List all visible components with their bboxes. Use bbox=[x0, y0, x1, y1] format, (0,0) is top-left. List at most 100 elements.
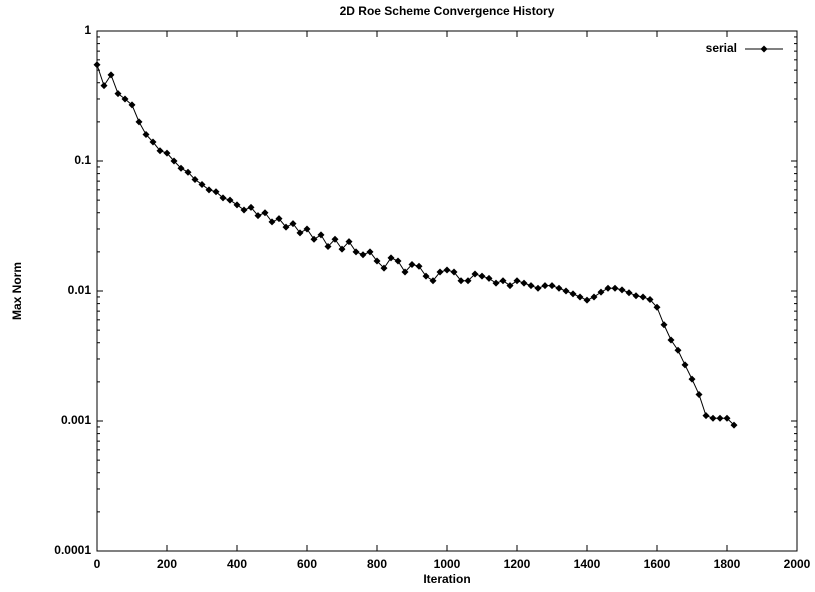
marker bbox=[695, 390, 703, 398]
marker bbox=[212, 188, 220, 196]
y-tick-label: 0.001 bbox=[61, 413, 91, 427]
marker bbox=[282, 223, 290, 231]
marker bbox=[338, 245, 346, 253]
marker bbox=[618, 286, 626, 294]
marker bbox=[639, 293, 647, 301]
marker bbox=[436, 268, 444, 276]
marker bbox=[541, 282, 549, 290]
marker bbox=[730, 421, 738, 429]
marker bbox=[548, 282, 556, 290]
marker bbox=[611, 284, 619, 292]
marker bbox=[674, 346, 682, 354]
marker bbox=[576, 293, 584, 301]
marker bbox=[583, 296, 591, 304]
marker bbox=[429, 277, 437, 285]
x-tick-label: 400 bbox=[227, 557, 247, 571]
x-tick-label: 600 bbox=[297, 557, 317, 571]
y-tick-label: 0.1 bbox=[74, 153, 91, 167]
marker bbox=[590, 293, 598, 301]
marker bbox=[520, 279, 528, 287]
marker bbox=[289, 220, 297, 228]
marker bbox=[464, 277, 472, 285]
x-tick-label: 2000 bbox=[784, 557, 811, 571]
marker bbox=[268, 218, 276, 226]
marker bbox=[506, 282, 514, 290]
marker bbox=[93, 61, 101, 69]
series-line bbox=[96, 64, 735, 426]
marker bbox=[478, 272, 486, 280]
marker bbox=[331, 235, 339, 243]
marker bbox=[632, 292, 640, 300]
x-tick-label: 1200 bbox=[504, 557, 531, 571]
marker bbox=[380, 264, 388, 272]
marker bbox=[569, 290, 577, 298]
marker bbox=[296, 229, 304, 237]
marker bbox=[555, 284, 563, 292]
y-axis-label: Max Norm bbox=[10, 262, 24, 320]
x-tick-label: 800 bbox=[367, 557, 387, 571]
marker bbox=[198, 180, 206, 188]
marker bbox=[471, 270, 479, 278]
marker bbox=[394, 257, 402, 265]
marker bbox=[660, 321, 668, 329]
legend-label: serial bbox=[706, 41, 737, 55]
marker bbox=[408, 260, 416, 268]
marker bbox=[240, 206, 248, 214]
legend-marker bbox=[760, 45, 768, 53]
marker bbox=[261, 209, 269, 217]
marker bbox=[492, 279, 500, 287]
x-tick-label: 0 bbox=[94, 557, 101, 571]
marker bbox=[184, 168, 192, 176]
marker bbox=[324, 242, 332, 250]
marker bbox=[534, 284, 542, 292]
marker bbox=[345, 238, 353, 246]
marker bbox=[422, 272, 430, 280]
marker bbox=[667, 336, 675, 344]
marker bbox=[163, 149, 171, 157]
marker bbox=[205, 186, 213, 194]
marker bbox=[310, 235, 318, 243]
marker bbox=[373, 257, 381, 265]
x-tick-label: 1800 bbox=[714, 557, 741, 571]
marker bbox=[450, 268, 458, 276]
marker bbox=[499, 277, 507, 285]
marker bbox=[254, 212, 262, 220]
marker bbox=[219, 194, 227, 202]
marker bbox=[135, 118, 143, 126]
marker bbox=[317, 231, 325, 239]
marker bbox=[457, 277, 465, 285]
marker bbox=[485, 274, 493, 282]
marker bbox=[226, 196, 234, 204]
marker bbox=[177, 164, 185, 172]
marker bbox=[646, 296, 654, 304]
marker bbox=[723, 414, 731, 422]
marker bbox=[387, 254, 395, 262]
marker bbox=[653, 303, 661, 311]
marker bbox=[527, 282, 535, 290]
marker bbox=[702, 412, 710, 420]
marker bbox=[107, 71, 115, 79]
marker bbox=[142, 130, 150, 138]
marker bbox=[597, 288, 605, 296]
marker bbox=[100, 82, 108, 90]
marker bbox=[716, 414, 724, 422]
y-tick-label: 0.0001 bbox=[54, 543, 91, 557]
marker bbox=[303, 225, 311, 233]
marker bbox=[401, 268, 409, 276]
marker bbox=[604, 284, 612, 292]
marker bbox=[233, 201, 241, 209]
x-axis-label: Iteration bbox=[423, 572, 470, 586]
marker bbox=[513, 277, 521, 285]
x-tick-label: 200 bbox=[157, 557, 177, 571]
marker bbox=[149, 138, 157, 146]
marker bbox=[415, 262, 423, 270]
marker bbox=[191, 176, 199, 184]
x-tick-label: 1600 bbox=[644, 557, 671, 571]
marker bbox=[114, 90, 122, 98]
plot-frame bbox=[96, 30, 798, 552]
marker bbox=[247, 203, 255, 211]
marker bbox=[156, 147, 164, 155]
marker bbox=[625, 289, 633, 297]
marker bbox=[366, 248, 374, 256]
